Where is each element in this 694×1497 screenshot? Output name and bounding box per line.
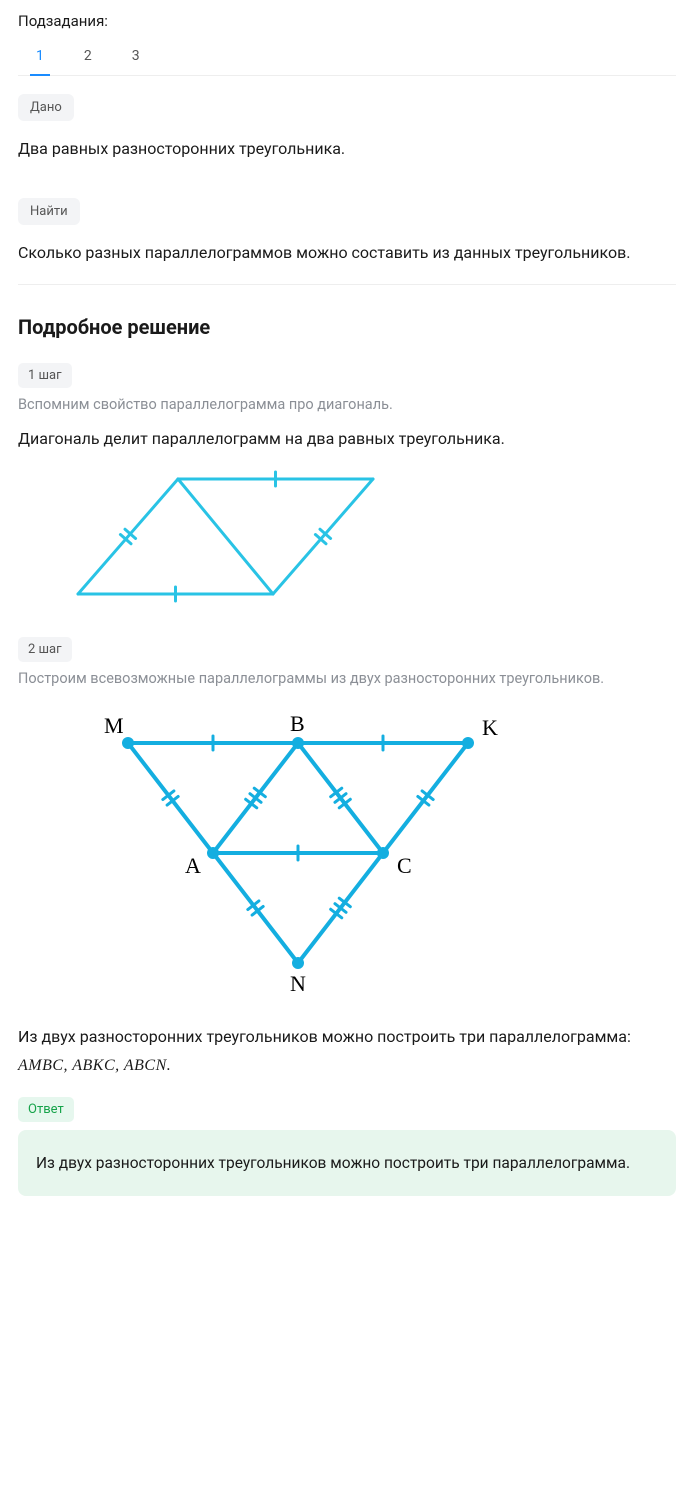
conclusion-prefix: Из двух разносторонних треугольников мож… <box>18 1027 631 1046</box>
triangles-svg: M B K A C N <box>18 703 578 1003</box>
subtasks-label: Подзадания: <box>18 12 676 30</box>
separator <box>18 284 676 285</box>
tab-2[interactable]: 2 <box>78 44 98 75</box>
tab-3[interactable]: 3 <box>126 44 146 75</box>
svg-text:B: B <box>290 711 305 736</box>
diagram-triangles: M B K A C N <box>18 703 676 1007</box>
find-badge: Найти <box>18 198 80 225</box>
svg-text:M: M <box>104 713 124 738</box>
svg-text:A: A <box>185 853 201 878</box>
diagram-parallelogram <box>38 469 676 623</box>
conclusion: Из двух разносторонних треугольников мож… <box>18 1023 676 1078</box>
step-1-intro: Вспомним свойство параллелограмма про ди… <box>18 396 676 413</box>
solution-title: Подробное решение <box>18 315 676 339</box>
tab-1[interactable]: 1 <box>30 44 50 76</box>
step-2-badge: 2 шаг <box>18 637 72 662</box>
answer-badge: Ответ <box>18 1097 74 1122</box>
answer-box: Из двух разносторонних треугольников мож… <box>18 1130 676 1196</box>
subtask-tabs: 1 2 3 <box>18 40 676 76</box>
given-text: Два равных разносторонних треугольника. <box>18 137 676 162</box>
svg-text:C: C <box>397 853 412 878</box>
step-1-badge: 1 шаг <box>18 363 72 388</box>
step-1-text: Диагональ делит параллелограмм на два ра… <box>18 427 676 452</box>
svg-text:K: K <box>482 715 498 740</box>
step-2-intro: Построим всевозможные параллелограммы из… <box>18 670 676 687</box>
parallelogram-svg <box>38 469 418 619</box>
given-badge: Дано <box>18 94 74 121</box>
conclusion-math: AMBC, ABKC, ABCN. <box>18 1057 171 1074</box>
svg-text:N: N <box>290 971 306 996</box>
find-text: Сколько разных параллелограммов можно со… <box>18 241 676 266</box>
